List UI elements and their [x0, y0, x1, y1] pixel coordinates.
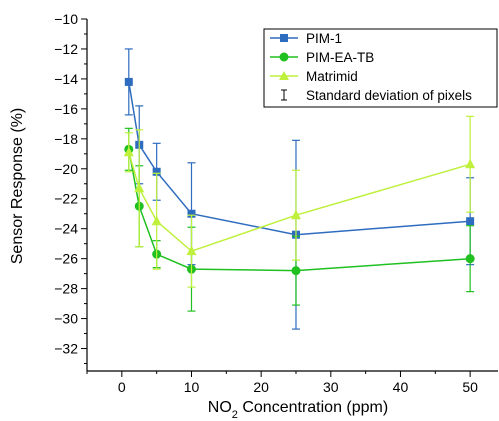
y-tick-label: −16	[54, 101, 78, 117]
data-point-pim-1	[152, 167, 161, 176]
y-tick-label: −20	[54, 161, 78, 177]
legend-errorbar-icon	[281, 89, 287, 101]
y-tick-label: −18	[54, 131, 78, 147]
y-tick-label: −30	[54, 311, 78, 327]
legend-label-matrimid: Matrimid	[306, 69, 358, 84]
y-axis: −32 −30 −28 −26 −24 −22 −20 −18 −16 −14 −12 −10	[54, 11, 87, 365]
data-point-pim-1	[187, 209, 196, 218]
data-point-matrimid	[290, 209, 301, 220]
series-line-pim-1	[128, 81, 471, 236]
data-point-pim-1	[124, 77, 133, 86]
x-tick-label: 50	[462, 379, 478, 395]
series-matrimid	[123, 115, 476, 288]
x-tick-label: 20	[253, 379, 269, 395]
data-point-matrimid	[151, 215, 162, 226]
legend-box	[263, 28, 498, 108]
data-point-pim-ea-tb	[465, 254, 475, 264]
y-tick-label: −22	[54, 191, 78, 207]
series-layer	[123, 48, 476, 330]
data-point-matrimid	[186, 245, 197, 256]
series-pim-ea-tb	[124, 127, 475, 312]
data-point-matrimid	[134, 182, 145, 193]
series-line-matrimid	[128, 152, 471, 253]
y-tick-label: −14	[54, 71, 78, 87]
x-axis: 0 10 20 30 40 50	[86, 371, 478, 395]
y-tick-label: −28	[54, 281, 78, 297]
data-point-pim-ea-tb	[291, 266, 301, 276]
y-axis-title: Sensor Response (%)	[9, 108, 26, 265]
data-point-pim-1	[466, 217, 475, 226]
y-tick-label: −32	[54, 341, 78, 357]
data-point-matrimid	[123, 146, 134, 157]
legend-marker-pim-ea-tb	[279, 52, 289, 62]
legend-label-pim-ea-tb: PIM-EA-TB	[306, 50, 374, 65]
y-tick-label: −24	[54, 221, 78, 237]
x-axis-title: NO2 Concentration (ppm)	[208, 399, 388, 421]
x-axis-title-main: NO	[208, 399, 232, 416]
x-tick-label: 40	[393, 379, 409, 395]
y-tick-label: −10	[54, 11, 78, 27]
legend-marker-pim-1	[280, 34, 288, 42]
y-tick-label: −26	[54, 251, 78, 267]
legend: PIM-1 PIM-EA-TB Matrimid Standard deviat…	[263, 28, 498, 108]
x-tick-label: 10	[184, 379, 200, 395]
legend-label-errorbar: Standard deviation of pixels	[306, 88, 472, 103]
legend-marker-matrimid	[279, 71, 289, 80]
series-line-pim-ea-tb	[128, 149, 471, 272]
data-point-matrimid	[465, 158, 476, 169]
legend-label-pim-1: PIM-1	[306, 31, 342, 46]
x-axis-title-rest: Concentration (ppm)	[238, 399, 388, 416]
y-tick-label: −12	[54, 41, 78, 57]
x-axis-title-subscript: 2	[232, 409, 238, 421]
x-tick-label: 30	[323, 379, 339, 395]
x-tick-label: 0	[118, 379, 126, 395]
